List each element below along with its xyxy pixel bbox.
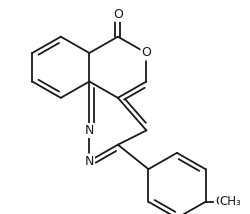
Text: O: O — [142, 46, 151, 59]
Text: CH₃: CH₃ — [220, 195, 242, 208]
Text: O: O — [113, 8, 123, 21]
Text: N: N — [85, 124, 94, 137]
Text: O: O — [215, 195, 225, 208]
Text: N: N — [85, 155, 94, 168]
